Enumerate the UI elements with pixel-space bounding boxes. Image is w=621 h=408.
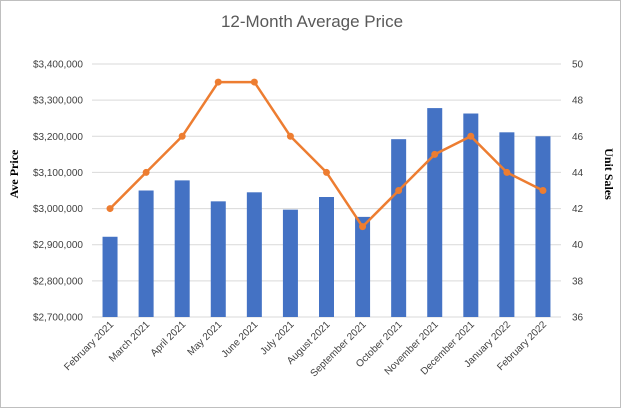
x-tick-label: April 2021 (149, 319, 189, 359)
left-tick-label: $3,400,000 (33, 60, 83, 71)
right-tick-label: 42 (572, 204, 584, 215)
right-axis-ticks: 36 38 40 42 44 46 48 50 (572, 60, 584, 324)
bar (138, 190, 154, 317)
left-tick-label: $3,000,000 (33, 204, 83, 215)
bar (463, 113, 479, 317)
bar-series (102, 108, 551, 317)
left-axis-title: Ave Price (7, 149, 21, 198)
right-axis-title: Unit Sales (602, 148, 616, 200)
left-tick-label: $2,900,000 (33, 240, 83, 251)
line-point (359, 223, 367, 231)
line-point (214, 78, 222, 86)
line-point (286, 132, 294, 140)
bar (282, 209, 298, 317)
line-point (323, 168, 330, 176)
right-tick-label: 38 (572, 276, 584, 287)
chart-title: 12-Month Average Price (221, 12, 403, 31)
bar (391, 139, 407, 317)
right-tick-label: 46 (572, 132, 584, 143)
line-point (395, 187, 403, 194)
bar (535, 136, 551, 317)
line-point (142, 168, 150, 176)
line-series (106, 78, 547, 231)
bar (499, 132, 515, 317)
line-point (539, 187, 547, 194)
left-tick-label: $2,800,000 (33, 276, 83, 287)
left-tick-label: $3,300,000 (33, 96, 83, 107)
left-tick-label: $3,100,000 (33, 168, 83, 179)
right-tick-label: 40 (572, 240, 584, 251)
left-tick-label: $3,200,000 (33, 132, 83, 143)
bar (210, 201, 226, 317)
right-tick-label: 50 (572, 60, 584, 71)
x-tick-label: February 2021 (62, 319, 116, 373)
line-point (178, 132, 186, 140)
line-point (106, 205, 114, 213)
bar (319, 197, 334, 317)
left-axis-ticks: $2,700,000 $2,800,000 $2,900,000 $3,000,000… (33, 60, 83, 324)
bar (174, 180, 190, 317)
bar (102, 236, 118, 317)
right-tick-label: 44 (572, 168, 584, 179)
left-tick-label: $2,700,000 (33, 313, 83, 324)
line-point (467, 132, 475, 140)
bar (246, 192, 262, 317)
bar (427, 108, 443, 317)
x-tick-label: July 2021 (258, 319, 296, 357)
line-point (503, 168, 511, 176)
line-point (431, 150, 439, 158)
line-point (250, 78, 258, 86)
right-tick-label: 36 (572, 313, 584, 324)
x-tick-label: June 2021 (220, 319, 261, 360)
bar (355, 216, 371, 317)
right-tick-label: 48 (572, 96, 584, 107)
